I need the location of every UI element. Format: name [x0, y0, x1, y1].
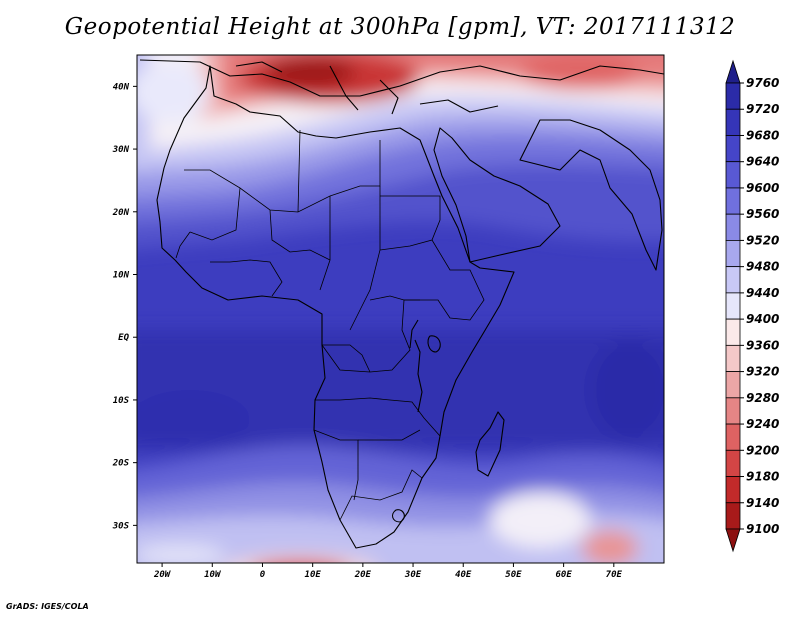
colorbar-swatch: [725, 240, 741, 268]
lon-tick-label: 30E: [404, 570, 422, 580]
colorbar-bottom-arrow: [725, 528, 741, 553]
lat-tick-label: 20S: [112, 459, 130, 469]
colorbar-label: 9680: [746, 128, 779, 142]
colorbar-swatch: [725, 135, 741, 163]
colorbar-swatch: [725, 476, 741, 504]
colorbar-label: 9640: [746, 155, 779, 169]
lat-tick-label: EQ: [118, 333, 129, 343]
colorbar-swatch: [725, 187, 741, 215]
lat-tick-label: 30N: [112, 145, 130, 155]
lon-tick-label: 10E: [305, 570, 322, 580]
colorbar-label: 9560: [746, 207, 779, 221]
lat-tick-label: 10N: [113, 271, 130, 281]
colorbar-swatch: [725, 502, 741, 530]
colorbar-label: 9440: [746, 286, 779, 300]
colorbar-swatch: [725, 344, 741, 372]
colorbar-label: 9400: [746, 312, 779, 326]
colorbar: 9760 9720 9680 9640 9600 9560 9520 9480 9440 9400…: [725, 59, 779, 553]
colorbar-swatch: [725, 266, 741, 294]
colorbar-label: 9180: [746, 470, 779, 484]
lat-tick-label: 40N: [113, 82, 130, 92]
colorbar-label: 9760: [746, 76, 779, 90]
colorbar-label: 9100: [746, 522, 779, 536]
latitude-axis: 40N 30N 20N 10N EQ 10S 20S 30S: [112, 82, 137, 531]
lat-tick-label: 10S: [113, 396, 130, 406]
colorbar-label: 9240: [746, 417, 779, 431]
colorbar-swatch: [725, 213, 741, 241]
colorbar-label: 9320: [746, 365, 779, 379]
colorbar-swatch: [725, 449, 741, 477]
colorbar-label: 9360: [746, 338, 779, 352]
coastlines: [139, 59, 664, 549]
colorbar-swatch: [725, 318, 741, 346]
lon-tick-label: 70E: [606, 570, 623, 580]
colorbar-swatch: [725, 423, 741, 451]
lon-tick-label: 20W: [153, 570, 172, 580]
colorbar-label: 9480: [746, 260, 779, 274]
colorbar-swatches: [725, 59, 741, 553]
colorbar-swatch: [725, 397, 741, 425]
lon-tick-label: 20E: [354, 570, 372, 580]
colorbar-swatch: [725, 371, 741, 399]
lat-tick-label: 20N: [112, 208, 130, 218]
colorbar-label: 9520: [746, 233, 779, 247]
colorbar-swatch: [725, 82, 741, 110]
colorbar-label: 9140: [746, 496, 779, 510]
plot-frame: [136, 54, 665, 564]
lat-tick-label: 30S: [112, 521, 130, 531]
credit-text: GrADS: IGES/COLA: [6, 602, 89, 611]
colorbar-label: 9600: [746, 181, 779, 195]
lon-tick-label: 10W: [204, 570, 222, 580]
lon-tick-label: 50E: [505, 570, 522, 580]
height-field: [137, 55, 664, 563]
colorbar-label: 9720: [746, 102, 779, 116]
map-title: Geopotential Height at 300hPa [gpm], VT:…: [64, 14, 736, 40]
colorbar-top-arrow: [725, 59, 741, 84]
colorbar-label: 9280: [746, 391, 779, 405]
colorbar-labels: 9760 9720 9680 9640 9600 9560 9520 9480 9440 9400…: [740, 76, 779, 536]
lon-tick-label: 0: [260, 570, 266, 580]
lon-tick-label: 40E: [455, 570, 472, 580]
colorbar-label: 9200: [746, 443, 779, 457]
colorbar-swatch: [725, 161, 741, 189]
longitude-axis: 20W 10W 0 10E 20E 30E 40E 50E 60E 70E: [153, 563, 623, 580]
colorbar-swatch: [725, 108, 741, 136]
lon-tick-label: 60E: [555, 570, 572, 580]
colorbar-swatch: [725, 292, 741, 320]
country-borders: [175, 129, 485, 521]
geopotential-map: 40N 30N 20N 10N EQ 10S 20S 30S 20W 10W 0 10E 20E 30E…: [112, 54, 665, 580]
